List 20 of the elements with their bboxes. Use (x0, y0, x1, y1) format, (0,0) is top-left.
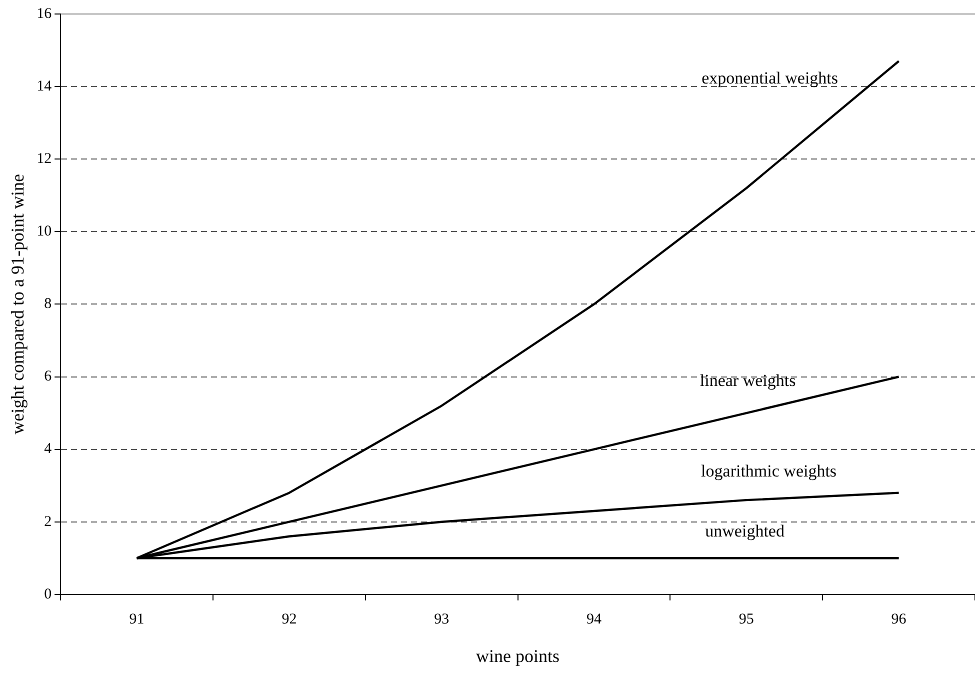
y-tick-label: 16 (36, 6, 52, 22)
y-tick-label: 6 (44, 368, 52, 385)
y-tick-label: 12 (36, 151, 52, 168)
x-tick-label: 94 (586, 611, 602, 628)
y-tick-label: 2 (44, 514, 52, 530)
x-axis-title: wine points (476, 646, 560, 666)
y-axis-title: weight compared to a 91-point wine (8, 174, 28, 434)
y-tick-label: 10 (36, 224, 52, 240)
y-tick-label: 0 (44, 586, 52, 602)
series-label: unweighted (705, 522, 785, 541)
x-tick-label: 96 (891, 611, 907, 628)
x-tick-label: 95 (738, 611, 754, 628)
x-tick-label: 91 (129, 611, 144, 628)
y-tick-label: 8 (44, 296, 52, 312)
x-tick-label: 93 (434, 611, 450, 628)
series-label: exponential weights (702, 68, 838, 88)
x-tick-label: 92 (282, 611, 297, 628)
y-tick-label: 4 (44, 441, 52, 458)
y-tick-label: 14 (36, 78, 52, 94)
series-label: logarithmic weights (701, 461, 837, 480)
